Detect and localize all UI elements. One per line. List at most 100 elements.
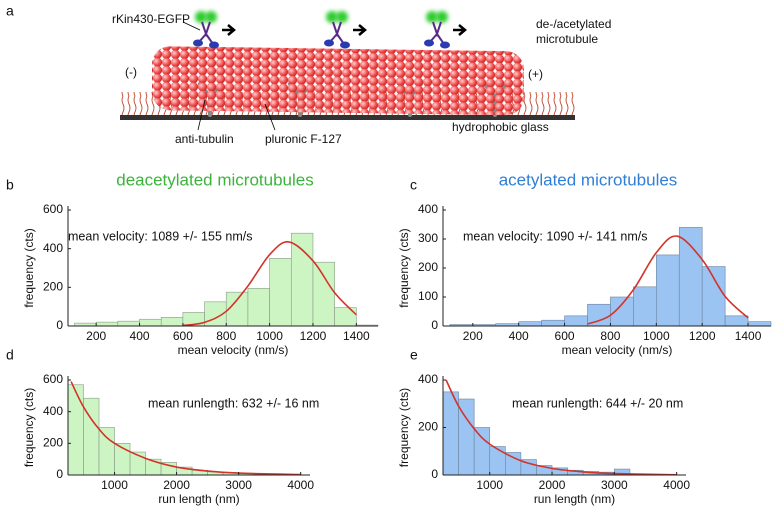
x-tick-label: 1000: [476, 478, 503, 492]
fit-curve: [182, 241, 357, 327]
y-tick-label: 200: [418, 420, 438, 434]
y-tick-label: 400: [43, 404, 63, 418]
bar: [678, 227, 703, 327]
microtubule-label: microtubule: [536, 32, 598, 46]
y-tick-label: 400: [418, 202, 438, 216]
x-tick-label: 4000: [663, 478, 690, 492]
x-tick-label: 1000: [101, 478, 128, 492]
x-tick-label: 400: [509, 329, 529, 343]
annotation: mean velocity: 1089 +/- 155 nm/s: [68, 229, 252, 243]
y-tick-label: 0: [56, 467, 63, 481]
x-tick-label: 4000: [287, 478, 314, 492]
y-tick-label: 600: [43, 372, 63, 386]
x-tick-label: 1000: [256, 329, 283, 343]
x-tick-label: 1200: [300, 329, 327, 343]
minus-end: (-): [125, 65, 137, 79]
x-tick-label: 2000: [163, 478, 190, 492]
chart-title: acetylated microtubules: [499, 170, 678, 189]
histogram-panel: e 0 200 400 1000 2000 3000 4000 run length (nm) f…: [397, 347, 690, 506]
bar: [442, 391, 459, 476]
histogram-panel: d 0 200 400 600 1000 2000 3000 4000 run length (n…: [6, 347, 319, 506]
y-tick-label: 200: [418, 260, 438, 274]
annotation: mean runlength: 632 +/- 16 nm: [148, 396, 319, 410]
antibody-label: anti-tubulin: [175, 132, 234, 146]
bar: [247, 287, 270, 327]
y-tick-label: 100: [418, 289, 438, 303]
y-axis-label: frequency (cts): [22, 228, 36, 307]
y-axis-label: frequency (cts): [397, 228, 411, 307]
bar: [95, 321, 119, 327]
y-tick-label: 300: [418, 231, 438, 245]
y-tick-label: 0: [56, 318, 63, 332]
panel-label: b: [6, 177, 14, 193]
annotation: mean runlength: 644 +/- 20 nm: [512, 396, 683, 410]
x-tick-label: 200: [463, 329, 483, 343]
panel-label: d: [6, 347, 14, 363]
bar: [67, 384, 84, 476]
x-tick-label: 3000: [601, 478, 628, 492]
x-tick-label: 600: [555, 329, 575, 343]
microtubule: [152, 46, 524, 116]
diagram: a: [6, 3, 611, 146]
bar: [656, 254, 680, 327]
x-tick-label: 800: [216, 329, 236, 343]
bar: [518, 321, 542, 327]
microtubule-label: de-/acetylated: [536, 17, 611, 31]
fit-curve: [70, 381, 301, 476]
y-tick-label: 600: [43, 202, 63, 216]
coating-label: pluronic F-127: [265, 132, 342, 146]
x-tick-label: 800: [600, 329, 620, 343]
x-axis-label: run length (nm): [534, 492, 615, 506]
x-tick-label: 600: [173, 329, 193, 343]
y-tick-label: 200: [43, 280, 63, 294]
glass-label: hydrophobic glass: [452, 120, 549, 134]
x-tick-label: 400: [130, 329, 150, 343]
bar: [312, 261, 335, 327]
plus-end: (+): [528, 67, 543, 81]
x-tick-label: 3000: [225, 478, 252, 492]
chart-title: deacetylated microtubules: [116, 170, 314, 189]
y-axis-label: frequency (cts): [22, 388, 36, 467]
x-tick-label: 200: [86, 329, 106, 343]
kinesins: [193, 11, 467, 49]
y-tick-label: 400: [43, 241, 63, 255]
motor-label: rKin430-EGFP: [112, 12, 190, 26]
bar: [747, 321, 772, 327]
y-tick-label: 0: [431, 318, 438, 332]
y-tick-label: 400: [418, 372, 438, 386]
fit-curve: [445, 379, 677, 476]
bar: [724, 315, 749, 327]
y-tick-label: 200: [43, 436, 63, 450]
annotation: mean velocity: 1090 +/- 141 nm/s: [463, 229, 647, 243]
bar: [269, 258, 292, 327]
x-axis-label: mean velocity (nm/s): [562, 343, 673, 357]
x-tick-label: 1400: [735, 329, 762, 343]
x-axis-label: run length (nm): [158, 492, 239, 506]
x-tick-label: 1000: [643, 329, 670, 343]
x-tick-label: 1400: [343, 329, 370, 343]
panel-label: a: [6, 3, 14, 19]
bar: [98, 427, 115, 476]
bar: [117, 320, 140, 327]
panel-label: c: [410, 177, 417, 193]
bar: [489, 446, 506, 476]
x-tick-label: 2000: [539, 478, 566, 492]
bar: [633, 286, 657, 327]
panel-label: e: [410, 347, 418, 363]
bar: [290, 232, 314, 327]
bar: [160, 316, 184, 327]
bar: [701, 266, 726, 327]
bar: [541, 319, 565, 327]
y-axis-label: frequency (cts): [397, 388, 411, 467]
bar: [139, 318, 162, 327]
x-tick-label: 1200: [689, 329, 716, 343]
y-tick-label: 0: [431, 467, 438, 481]
x-axis-label: mean velocity (nm/s): [178, 343, 289, 357]
bar: [334, 307, 357, 327]
histogram-panel: b deacetylated microtubules 0 200 400 600 200 4…: [6, 170, 379, 357]
bar: [564, 315, 588, 327]
bar: [505, 452, 522, 476]
glass: [120, 115, 575, 120]
fit-curve: [587, 235, 749, 325]
